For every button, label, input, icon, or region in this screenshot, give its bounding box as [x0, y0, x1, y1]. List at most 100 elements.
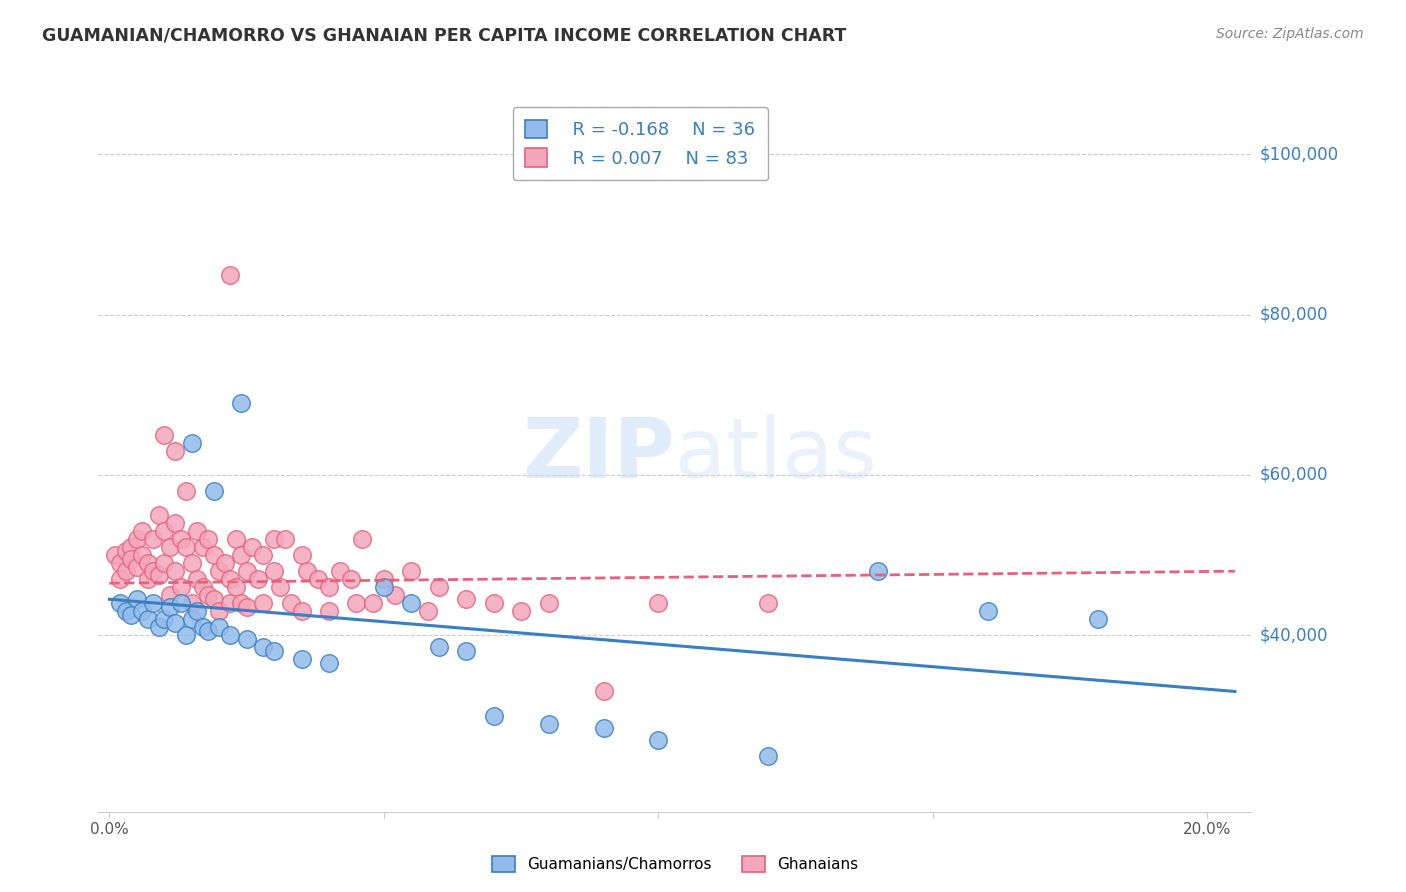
Point	[110, 596, 132, 610]
Point	[148, 568, 170, 582]
Point	[153, 524, 176, 538]
Point	[252, 640, 274, 655]
Point	[318, 580, 340, 594]
Point	[191, 620, 214, 634]
Point	[592, 684, 614, 698]
Point	[165, 616, 187, 631]
Point	[125, 532, 148, 546]
Point	[373, 572, 395, 586]
Point	[456, 592, 478, 607]
Point	[174, 483, 197, 498]
Point	[115, 564, 138, 578]
Point	[537, 716, 560, 731]
Point	[136, 556, 159, 570]
Text: atlas: atlas	[675, 415, 876, 495]
Point	[263, 532, 285, 546]
Point	[131, 524, 153, 538]
Point	[219, 596, 242, 610]
Point	[231, 396, 253, 410]
Point	[191, 540, 214, 554]
Point	[131, 548, 153, 562]
Point	[180, 436, 202, 450]
Point	[225, 580, 247, 594]
Text: GUAMANIAN/CHAMORRO VS GHANAIAN PER CAPITA INCOME CORRELATION CHART: GUAMANIAN/CHAMORRO VS GHANAIAN PER CAPIT…	[42, 27, 846, 45]
Point	[165, 516, 187, 530]
Point	[115, 544, 138, 558]
Point	[165, 564, 187, 578]
Point	[148, 620, 170, 634]
Point	[202, 483, 225, 498]
Text: $100,000: $100,000	[1260, 145, 1339, 163]
Point	[427, 640, 450, 655]
Point	[202, 592, 225, 607]
Text: Source: ZipAtlas.com: Source: ZipAtlas.com	[1216, 27, 1364, 41]
Point	[252, 548, 274, 562]
Point	[180, 612, 202, 626]
Point	[174, 540, 197, 554]
Point	[159, 540, 181, 554]
Legend: Guamanians/Chamorros, Ghanaians: Guamanians/Chamorros, Ghanaians	[484, 848, 866, 880]
Point	[159, 588, 181, 602]
Text: $80,000: $80,000	[1260, 306, 1329, 324]
Point	[235, 600, 257, 615]
Point	[537, 596, 560, 610]
Point	[977, 604, 1000, 618]
Point	[219, 628, 242, 642]
Point	[350, 532, 373, 546]
Point	[274, 532, 297, 546]
Point	[235, 632, 257, 647]
Point	[170, 532, 193, 546]
Point	[197, 624, 219, 639]
Point	[125, 560, 148, 574]
Point	[153, 428, 176, 442]
Legend:   R = -0.168    N = 36,   R = 0.007    N = 83: R = -0.168 N = 36, R = 0.007 N = 83	[513, 107, 768, 180]
Point	[208, 620, 231, 634]
Point	[180, 556, 202, 570]
Point	[225, 532, 247, 546]
Point	[280, 596, 302, 610]
Point	[142, 532, 165, 546]
Point	[219, 268, 242, 282]
Point	[142, 564, 165, 578]
Point	[416, 604, 439, 618]
Point	[159, 600, 181, 615]
Point	[231, 548, 253, 562]
Point	[120, 608, 142, 623]
Point	[866, 564, 889, 578]
Point	[290, 548, 312, 562]
Point	[231, 596, 253, 610]
Point	[197, 588, 219, 602]
Point	[340, 572, 363, 586]
Text: $60,000: $60,000	[1260, 466, 1329, 484]
Point	[104, 548, 127, 562]
Point	[290, 604, 312, 618]
Point	[263, 564, 285, 578]
Text: ZIP: ZIP	[523, 415, 675, 495]
Text: $40,000: $40,000	[1260, 626, 1329, 644]
Point	[170, 596, 193, 610]
Point	[110, 556, 132, 570]
Point	[202, 548, 225, 562]
Point	[120, 540, 142, 554]
Point	[174, 628, 197, 642]
Point	[482, 596, 505, 610]
Point	[269, 580, 291, 594]
Point	[246, 572, 269, 586]
Point	[1087, 612, 1109, 626]
Point	[318, 657, 340, 671]
Point	[401, 596, 423, 610]
Point	[142, 596, 165, 610]
Point	[307, 572, 329, 586]
Point	[401, 564, 423, 578]
Point	[208, 564, 231, 578]
Point	[131, 604, 153, 618]
Point	[148, 508, 170, 522]
Point	[263, 644, 285, 658]
Point	[186, 524, 208, 538]
Point	[110, 572, 132, 586]
Point	[510, 604, 533, 618]
Point	[136, 612, 159, 626]
Point	[361, 596, 384, 610]
Point	[115, 604, 138, 618]
Point	[125, 592, 148, 607]
